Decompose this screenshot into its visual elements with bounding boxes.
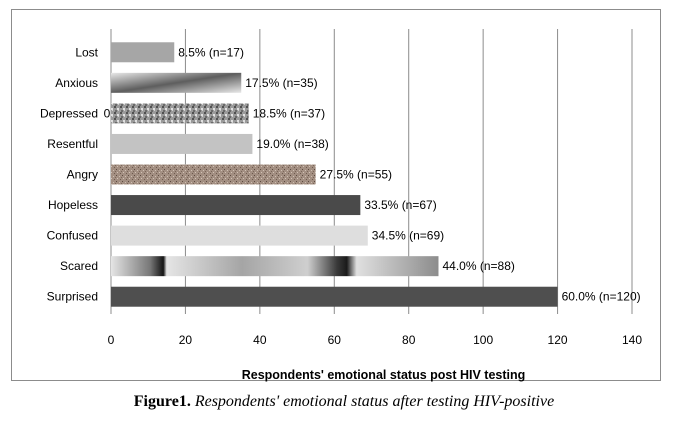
- data-label-confused: 34.5% (n=69): [372, 229, 444, 243]
- data-label-depressed: 18.5% (n=37): [253, 106, 325, 120]
- x-tick-label-4: 80: [402, 333, 416, 347]
- data-label-angry: 27.5% (n=55): [320, 168, 392, 182]
- caption-figure-number: Figure1.: [133, 393, 191, 410]
- caption-text: Respondents' emotional status after test…: [194, 393, 555, 410]
- x-tick-label-7: 140: [622, 333, 642, 347]
- figure-caption: Figure1. Respondents' emotional status a…: [0, 393, 688, 411]
- data-label-hopeless: 33.5% (n=67): [364, 198, 436, 212]
- bar-depressed: [111, 103, 249, 124]
- stray-zero-label: 0: [104, 106, 111, 120]
- bar-anxious: [111, 72, 242, 93]
- data-label-anxious: 17.5% (n=35): [245, 76, 317, 90]
- x-tick-label-6: 120: [548, 333, 568, 347]
- category-label-scared: Scared: [60, 259, 98, 273]
- x-tick-label-1: 20: [179, 333, 193, 347]
- data-label-lost: 8.5% (n=17): [178, 45, 244, 59]
- bar-angry: [111, 164, 316, 185]
- bar-hopeless: [111, 195, 361, 216]
- x-tick-label-2: 40: [253, 333, 267, 347]
- bar-chart: 0 20 40 60 80 100 120 140 Lost 8.5% (n=17) Anxious…: [40, 29, 642, 382]
- chart-frame: 0 20 40 60 80 100 120 140 Lost 8.5% (n=17) Anxious…: [11, 9, 661, 382]
- bar-scared: [111, 256, 439, 277]
- data-label-surprised: 60.0% (n=120): [562, 290, 641, 304]
- bar-surprised: [111, 286, 558, 307]
- data-label-scared: 44.0% (n=88): [442, 259, 514, 273]
- category-label-resentful: Resentful: [47, 137, 98, 151]
- x-tick-label-0: 0: [108, 333, 115, 347]
- category-label-anxious: Anxious: [55, 76, 98, 90]
- category-label-angry: Angry: [67, 168, 98, 182]
- bar-resentful: [111, 133, 253, 154]
- x-tick-label-3: 60: [328, 333, 342, 347]
- x-tick-label-5: 100: [473, 333, 493, 347]
- category-label-depressed: Depressed: [40, 106, 98, 120]
- category-label-surprised: Surprised: [47, 290, 98, 304]
- category-label-confused: Confused: [47, 229, 98, 243]
- bar-lost: [111, 42, 175, 63]
- data-label-resentful: 19.0% (n=38): [256, 137, 328, 151]
- category-label-hopeless: Hopeless: [48, 198, 98, 212]
- bar-confused: [111, 225, 368, 246]
- x-axis-title: Respondents' emotional status post HIV t…: [242, 368, 526, 382]
- category-label-lost: Lost: [75, 45, 98, 59]
